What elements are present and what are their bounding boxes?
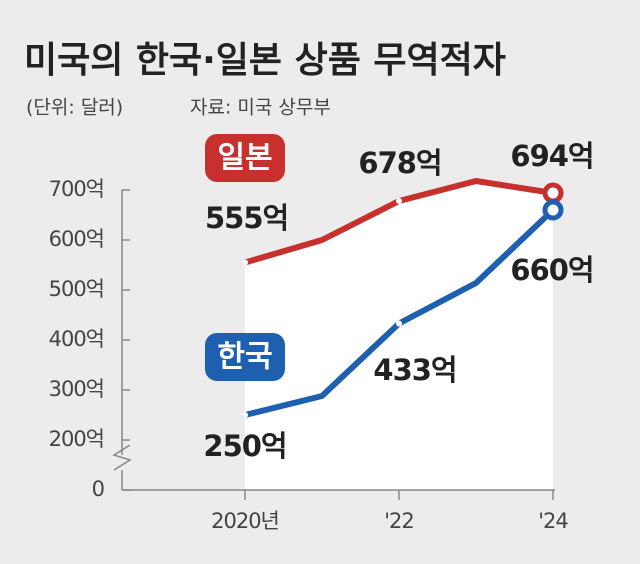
legend-label: 일본: [217, 141, 272, 176]
axis-break: [112, 444, 132, 471]
point: [542, 199, 564, 221]
y-tick-label: 600억: [49, 227, 104, 251]
x-tick-label: '24: [538, 509, 568, 533]
value-label: 694억: [510, 139, 593, 173]
y-tick-label: 0: [92, 477, 104, 501]
legend-label: 한국: [217, 340, 272, 375]
y-tick-label: 400억: [49, 327, 104, 351]
value-label: 555억: [205, 201, 288, 235]
point: [542, 182, 564, 204]
chart-title: 미국의 한국·일본 상품 무역적자: [24, 40, 506, 81]
point: [396, 320, 402, 327]
y-tick-label: 200억: [49, 427, 104, 451]
legend-box: [205, 134, 285, 182]
source: 자료: 미국 상무부: [190, 97, 331, 119]
plot-area: [245, 181, 553, 490]
point: [242, 259, 248, 266]
value-label: 678억: [358, 146, 441, 180]
point: [242, 412, 248, 418]
x-tick-label: 2020년: [211, 509, 279, 533]
value-label: 433억: [373, 353, 456, 387]
legend-box: [205, 333, 285, 381]
y-tick-label: 700억: [49, 177, 104, 201]
value-label: 250억: [203, 429, 286, 463]
point: [396, 198, 402, 204]
value-label: 660억: [510, 253, 593, 287]
y-tick-label: 300억: [49, 377, 104, 401]
x-tick-label: '22: [384, 509, 414, 533]
y-tick-label: 500억: [49, 277, 104, 301]
subtitle: (단위: 달러): [26, 97, 123, 119]
